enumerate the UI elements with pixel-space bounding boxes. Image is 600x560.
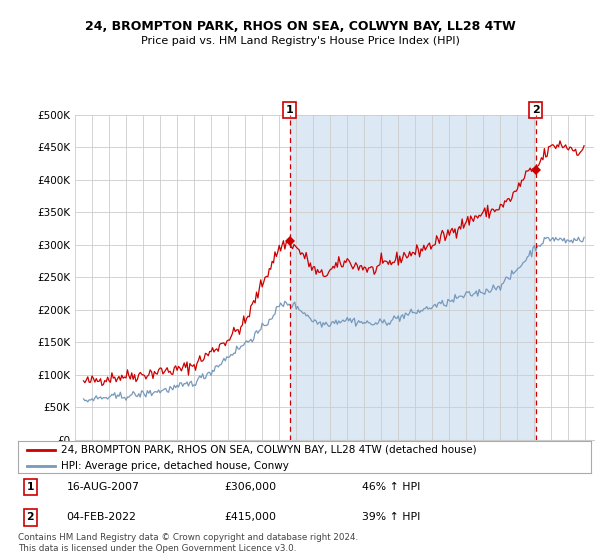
Bar bbox=[290, 115, 536, 440]
Text: 16-AUG-2007: 16-AUG-2007 bbox=[67, 482, 140, 492]
Text: 2: 2 bbox=[26, 512, 34, 522]
Text: 46% ↑ HPI: 46% ↑ HPI bbox=[362, 482, 420, 492]
Text: Contains HM Land Registry data © Crown copyright and database right 2024.
This d: Contains HM Land Registry data © Crown c… bbox=[18, 533, 358, 553]
Text: Price paid vs. HM Land Registry's House Price Index (HPI): Price paid vs. HM Land Registry's House … bbox=[140, 36, 460, 46]
Text: £306,000: £306,000 bbox=[224, 482, 277, 492]
Text: 2: 2 bbox=[532, 105, 539, 115]
Text: 04-FEB-2022: 04-FEB-2022 bbox=[67, 512, 137, 522]
Text: 39% ↑ HPI: 39% ↑ HPI bbox=[362, 512, 420, 522]
Text: HPI: Average price, detached house, Conwy: HPI: Average price, detached house, Conw… bbox=[61, 461, 289, 471]
Text: 24, BROMPTON PARK, RHOS ON SEA, COLWYN BAY, LL28 4TW: 24, BROMPTON PARK, RHOS ON SEA, COLWYN B… bbox=[85, 20, 515, 32]
Text: 1: 1 bbox=[26, 482, 34, 492]
Text: 1: 1 bbox=[286, 105, 293, 115]
Text: 24, BROMPTON PARK, RHOS ON SEA, COLWYN BAY, LL28 4TW (detached house): 24, BROMPTON PARK, RHOS ON SEA, COLWYN B… bbox=[61, 445, 476, 455]
Text: £415,000: £415,000 bbox=[224, 512, 276, 522]
